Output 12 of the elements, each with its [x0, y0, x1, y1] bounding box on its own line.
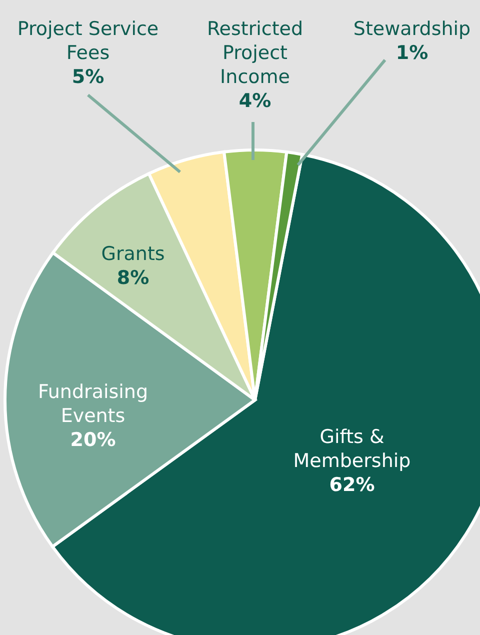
- data-label: 20%: [70, 429, 116, 451]
- slice-label: Gifts & Membership: [293, 426, 411, 472]
- data-label: 62%: [329, 474, 375, 496]
- data-label: 4%: [238, 90, 272, 112]
- slice-label: Restricted Project Income: [206, 18, 304, 88]
- slice-label: Fundraising Events: [38, 381, 148, 427]
- data-label: 1%: [396, 42, 428, 64]
- data-label: 5%: [72, 66, 104, 88]
- slice-label: Stewardship: [353, 18, 471, 40]
- slice-label: Project Service Fees: [17, 18, 159, 64]
- slice-label: Grants: [101, 243, 165, 265]
- data-label: 8%: [116, 267, 150, 289]
